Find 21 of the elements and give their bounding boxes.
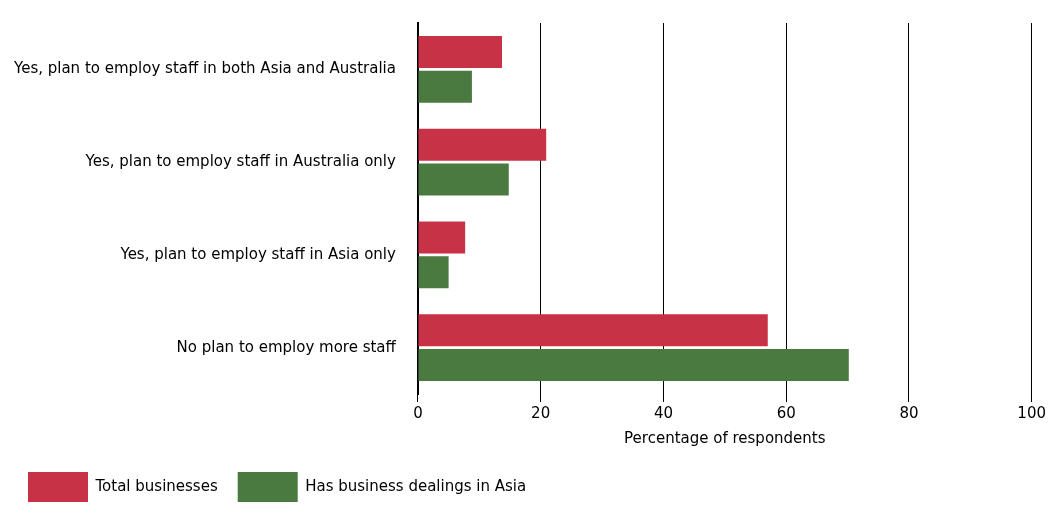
x-tick-label: 20 [531, 403, 551, 422]
bar [418, 70, 472, 103]
legend-label: Total businesses [94, 476, 218, 495]
x-tick-label: 0 [413, 403, 423, 422]
bar [418, 35, 502, 68]
y-tick-label: Yes, plan to employ staff in Asia only [119, 244, 397, 263]
bar [418, 349, 849, 382]
x-axis-title: Percentage of respondents [624, 428, 826, 447]
bar [418, 163, 509, 196]
x-tick-label: 40 [653, 403, 673, 422]
bar [418, 221, 466, 254]
legend-label: Has business dealings in Asia [305, 476, 527, 495]
bar [418, 314, 768, 347]
x-tick-label: 100 [1017, 403, 1047, 422]
y-tick-label: Yes, plan to employ staff in Australia only [84, 152, 397, 171]
y-tick-label: No plan to employ more staff [176, 337, 397, 356]
y-tick-label: Yes, plan to employ staff in both Asia and Australia [12, 59, 396, 78]
x-tick-label: 60 [776, 403, 796, 422]
bar [418, 128, 547, 161]
x-tick-label: 80 [899, 403, 919, 422]
bar [418, 256, 449, 289]
